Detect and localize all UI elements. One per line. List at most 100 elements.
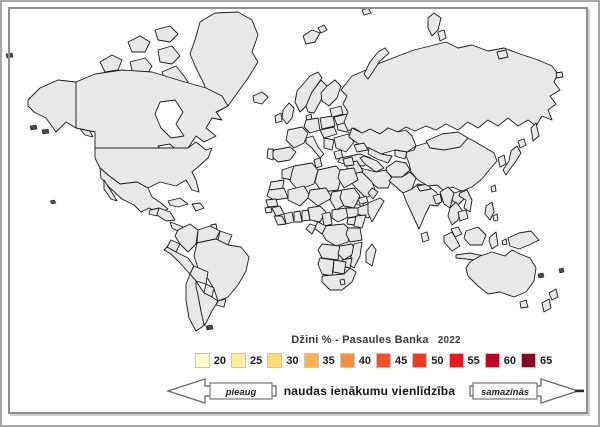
country-mexico-baja <box>103 179 118 202</box>
country-svalbard <box>302 29 321 45</box>
legend-swatch-label: 30 <box>286 354 299 367</box>
country-eritrea <box>357 195 369 205</box>
decrease-arrow: samazinās <box>469 378 585 404</box>
novaya-zemlya <box>363 47 390 80</box>
country-guinea-bissau <box>264 206 273 214</box>
legend-swatch-label: 35 <box>322 354 335 367</box>
country-india <box>402 183 443 230</box>
country-indonesia-sulawesi <box>488 231 499 250</box>
country-central-europe <box>319 126 338 139</box>
country-new-zealand-north <box>548 288 559 301</box>
country-taiwan <box>490 184 497 193</box>
country-japan <box>502 145 522 176</box>
country-uzbekistan <box>367 147 393 164</box>
country-balkans <box>323 137 335 151</box>
country-uk <box>281 102 295 125</box>
legend-swatch <box>484 353 500 368</box>
country-indonesia-borneo <box>463 226 487 246</box>
legend-swatch <box>448 353 464 368</box>
country-japan-hokkaido <box>517 138 527 149</box>
legend-class-item: 40 <box>339 353 371 368</box>
country-uruguay <box>215 298 227 308</box>
country-kenya <box>353 214 367 229</box>
country-ghana <box>293 210 303 223</box>
country-cambodia <box>457 209 469 222</box>
legend-arrow-row: pieaug naudas ienākumu vienlīdzība samaz… <box>158 376 594 406</box>
aleutian-islands-1 <box>29 124 38 131</box>
country-egypt <box>337 167 359 189</box>
country-sri-lanka <box>420 231 430 243</box>
country-niger <box>307 187 333 207</box>
country-angola <box>317 243 341 261</box>
country-namibia <box>317 257 335 277</box>
legend-title: Džini % - Pasaules Banka <box>291 334 429 346</box>
country-caucasus <box>353 142 369 153</box>
country-colombia <box>174 223 199 253</box>
legend-class-item: 55 <box>448 353 480 368</box>
legend-swatch-label: 55 <box>467 354 480 367</box>
legend-swatch-row: 20 25 30 35 40 45 50 55 60 65 <box>158 353 594 368</box>
increase-arrow-label: pieaug <box>224 387 256 398</box>
legend-swatch <box>303 353 319 368</box>
country-senegal <box>265 198 279 208</box>
fiji <box>558 267 565 274</box>
legend-swatch <box>231 353 246 368</box>
country-somalia <box>367 197 385 223</box>
country-indonesia-sumatra <box>443 231 461 252</box>
country-south-africa <box>321 267 357 291</box>
country-tanzania <box>345 227 363 243</box>
country-canada-arctic-5 <box>157 45 181 65</box>
franz-josef-land <box>361 7 372 16</box>
legend-title-row: Džini % - Pasaules Banka 2022 <box>158 334 594 346</box>
country-mali <box>287 185 311 207</box>
wrangel-island <box>555 71 564 79</box>
country-italy <box>305 135 325 159</box>
country-argentina <box>195 280 219 326</box>
country-new-guinea <box>507 230 540 250</box>
legend-swatch <box>412 353 428 368</box>
legend-year: 2022 <box>437 335 461 346</box>
country-svalbard-2 <box>317 24 328 34</box>
legend-swatch-label: 20 <box>213 354 226 367</box>
country-france <box>285 126 309 149</box>
legend-class-item: 30 <box>267 353 299 368</box>
country-ireland <box>274 112 283 124</box>
legend-swatch <box>194 353 210 368</box>
country-russia <box>340 41 561 135</box>
decrease-arrow-label-box <box>472 382 538 400</box>
legend-class-item: 65 <box>521 353 552 368</box>
legend-class-item: 45 <box>376 353 407 368</box>
country-lesotho <box>339 278 346 286</box>
bering-island <box>5 52 14 59</box>
country-canada-arctic-3 <box>154 25 179 43</box>
country-oman <box>367 187 379 200</box>
legend-center-label: naudas ienākumu vienlīdzība <box>283 384 456 398</box>
country-philippines-2 <box>492 213 499 222</box>
country-romania-bulgaria <box>333 133 355 153</box>
country-bolivia <box>189 265 209 285</box>
country-greenland <box>189 11 259 113</box>
country-hispaniola <box>191 202 205 212</box>
legend-swatch <box>339 353 355 368</box>
country-australia <box>465 249 537 298</box>
new-caledonia <box>537 272 545 279</box>
legend-swatch-label: 25 <box>250 354 263 367</box>
legend-swatch-label: 45 <box>395 354 408 367</box>
country-gabon <box>305 223 317 235</box>
legend-class-item: 25 <box>231 353 262 368</box>
legend-swatch <box>521 353 536 368</box>
country-indonesia-moluccas <box>501 238 508 246</box>
legend-class-item: 20 <box>194 353 226 368</box>
country-mongolia <box>425 131 469 151</box>
country-madagascar <box>365 243 377 267</box>
severnaya-zemlya <box>427 12 442 37</box>
country-myanmar <box>439 186 455 209</box>
sakhalin <box>530 122 540 142</box>
country-libya <box>314 165 343 193</box>
hudson-bay <box>154 99 185 139</box>
country-central-african-republic <box>331 207 351 223</box>
country-alaska <box>27 79 77 133</box>
decrease-arrow-tip-dash <box>575 389 585 393</box>
country-australia-tasmania <box>519 299 529 309</box>
